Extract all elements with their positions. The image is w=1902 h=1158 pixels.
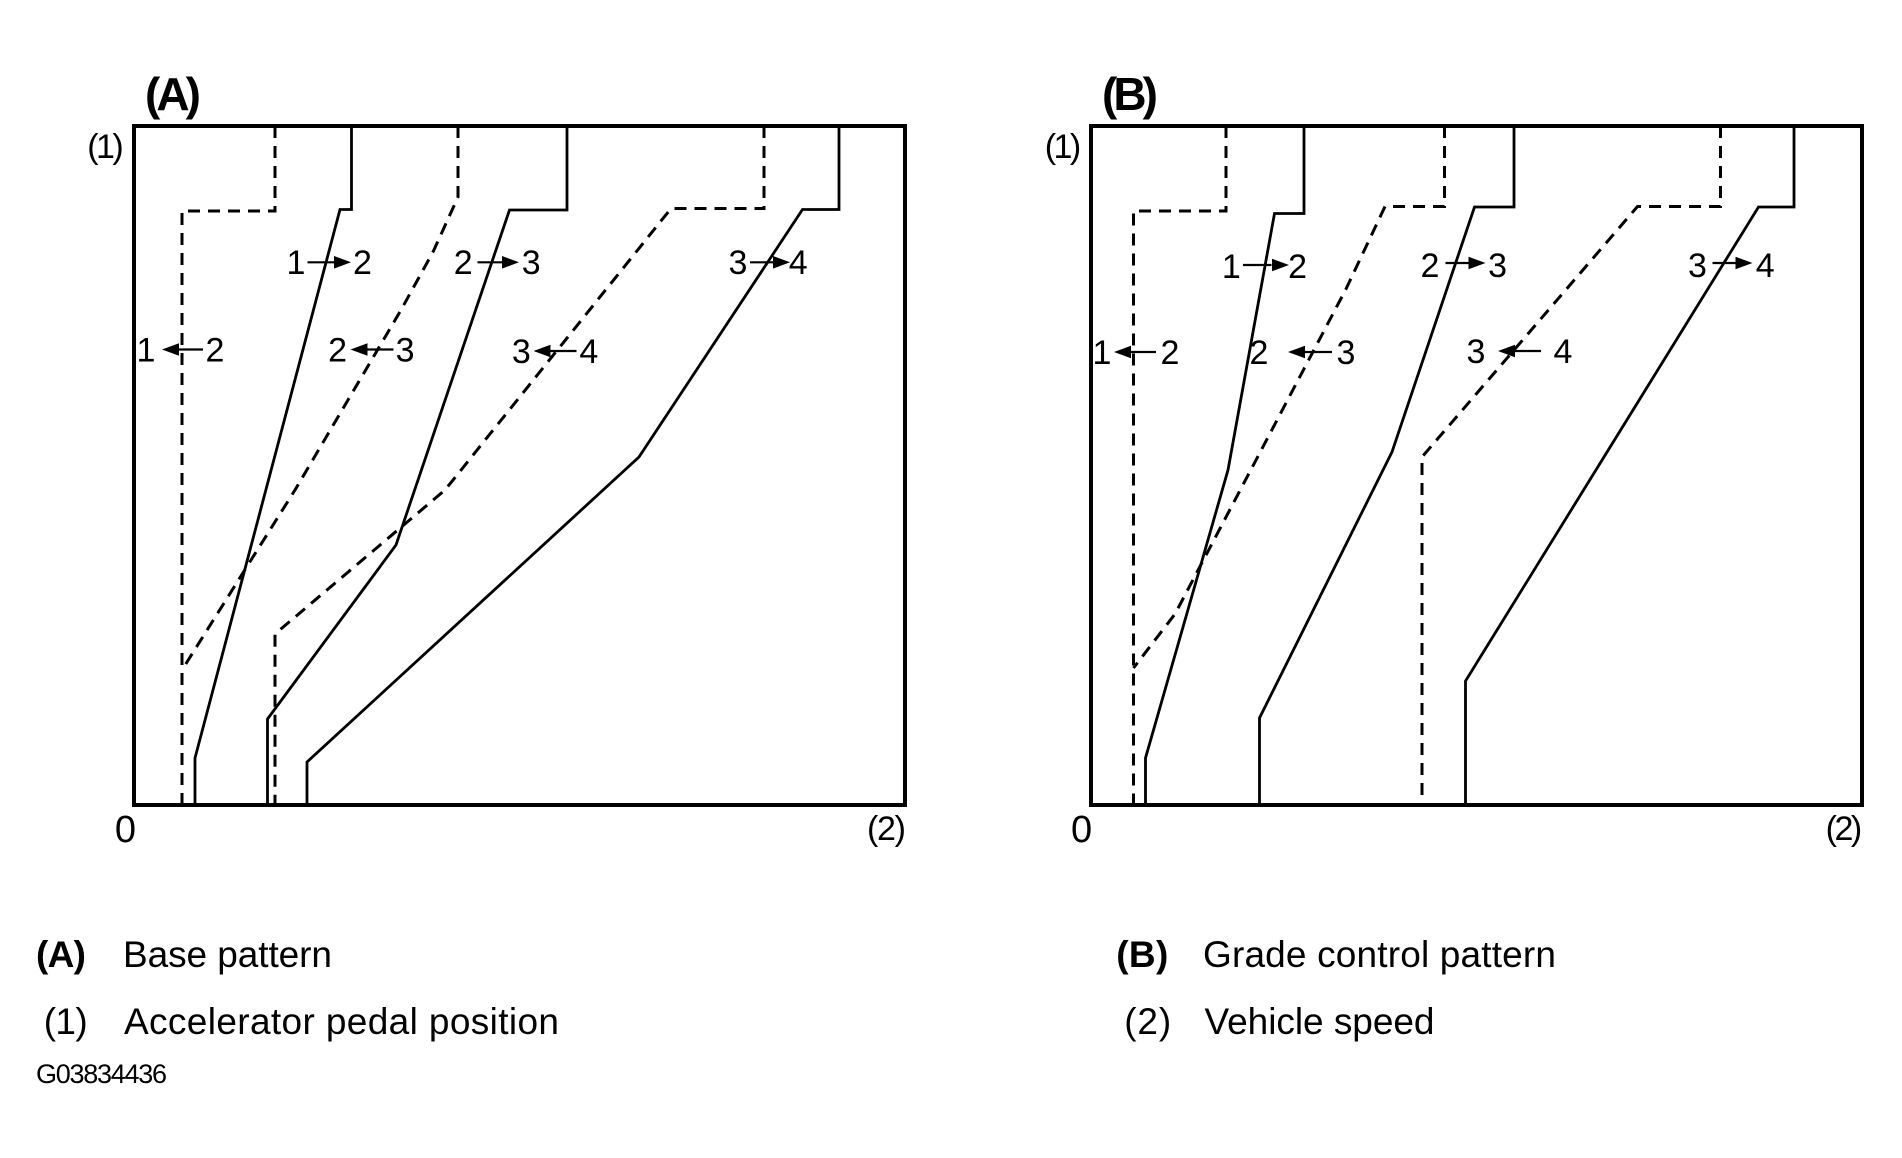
svg-text:3: 3 — [512, 333, 531, 371]
svg-text:1: 1 — [1093, 334, 1112, 372]
svg-text:0: 0 — [1071, 809, 1092, 851]
svg-text:3: 3 — [522, 244, 541, 282]
svg-text:3: 3 — [729, 244, 748, 282]
svg-text:2: 2 — [328, 332, 347, 370]
svg-text:4: 4 — [1554, 333, 1573, 371]
svg-text:G03834436: G03834436 — [36, 1059, 167, 1089]
svg-text:Accelerator pedal position: Accelerator pedal position — [124, 1001, 559, 1042]
svg-text:(A): (A) — [145, 68, 201, 120]
svg-text:3: 3 — [1466, 333, 1485, 371]
svg-text:(2): (2) — [1124, 1001, 1171, 1042]
svg-text:(1): (1) — [1045, 128, 1082, 166]
svg-text:Vehicle speed: Vehicle speed — [1205, 1001, 1435, 1042]
svg-text:2: 2 — [1288, 248, 1307, 286]
svg-text:Grade control pattern: Grade control pattern — [1203, 934, 1556, 975]
svg-text:Base pattern: Base pattern — [123, 934, 332, 975]
svg-text:2: 2 — [1250, 334, 1269, 372]
svg-text:(2): (2) — [867, 810, 906, 848]
svg-text:1: 1 — [137, 332, 156, 370]
svg-text:1: 1 — [1222, 248, 1241, 286]
svg-text:4: 4 — [1756, 247, 1775, 285]
svg-text:2: 2 — [206, 332, 225, 370]
svg-text:(2): (2) — [1826, 810, 1863, 848]
svg-text:0: 0 — [115, 809, 136, 851]
svg-text:3: 3 — [1688, 247, 1707, 285]
svg-text:4: 4 — [789, 244, 808, 282]
svg-text:3: 3 — [396, 332, 415, 370]
svg-text:1: 1 — [287, 244, 306, 282]
svg-text:2: 2 — [454, 244, 473, 282]
svg-text:2: 2 — [1161, 334, 1180, 372]
svg-text:(A): (A) — [36, 934, 86, 975]
svg-text:(B): (B) — [1102, 68, 1158, 120]
svg-text:3: 3 — [1337, 334, 1356, 372]
svg-text:4: 4 — [579, 333, 598, 371]
svg-text:2: 2 — [1421, 247, 1440, 285]
svg-text:3: 3 — [1488, 247, 1507, 285]
svg-text:(1): (1) — [87, 128, 124, 166]
svg-text:(B): (B) — [1116, 934, 1168, 975]
svg-text:(1): (1) — [44, 1001, 88, 1042]
svg-text:2: 2 — [353, 244, 372, 282]
